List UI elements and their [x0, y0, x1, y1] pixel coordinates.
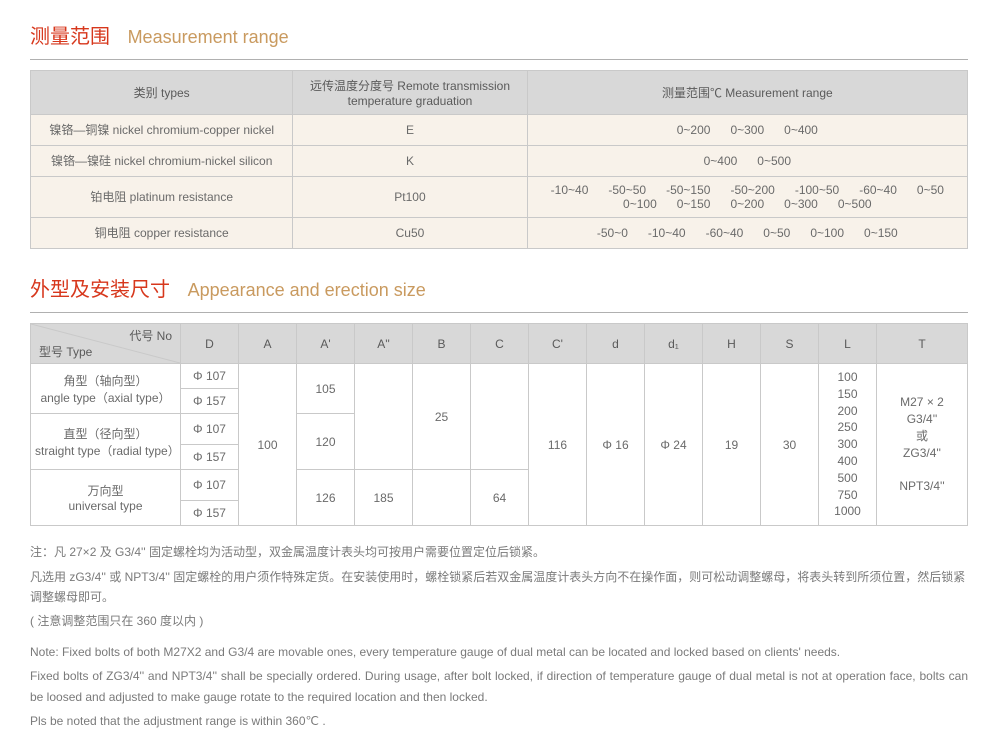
row-ranges-1: 0~4000~500 — [527, 146, 967, 177]
val-L: 100 150 200 250 300 400 500 750 1000 — [819, 364, 877, 526]
th-B: B — [413, 324, 471, 364]
th-L: L — [819, 324, 877, 364]
uni-C: 64 — [471, 470, 529, 526]
type-straight: 直型（径向型） straight type（radial type） — [31, 414, 181, 470]
row-ranges-0: 0~2000~3000~400 — [527, 115, 967, 146]
th-d: d — [587, 324, 645, 364]
th-C: C — [471, 324, 529, 364]
th-types: 类别 types — [31, 71, 293, 115]
note-cn1: 注：凡 27×2 及 G3/4'' 固定螺栓均为活动型，双金属温度计表头均可按用… — [30, 542, 968, 562]
val-Cp: 116 — [529, 364, 587, 526]
row-grad-1: K — [293, 146, 527, 177]
row-grad-3: Cu50 — [293, 218, 527, 249]
note-en1: Note: Fixed bolts of both M27X2 and G3/4… — [30, 642, 968, 662]
row-grad-2: Pt100 — [293, 177, 527, 218]
uni-B-blank — [413, 470, 471, 526]
uni-Adp: 185 — [355, 470, 413, 526]
note-cn2: 凡选用 zG3/4'' 或 NPT3/4'' 固定螺栓的用户须作特殊定货。在安装… — [30, 567, 968, 608]
th-Ap: A' — [297, 324, 355, 364]
th-T: T — [877, 324, 968, 364]
row-type-0: 镍铬—铜镍 nickel chromium-copper nickel — [31, 115, 293, 146]
divider-1 — [30, 59, 968, 60]
th-Adp: A'' — [355, 324, 413, 364]
section1-title-en: Measurement range — [128, 27, 289, 47]
section1-title-cn: 测量范围 — [30, 26, 110, 48]
row-ranges-3: -50~0-10~40-60~400~500~1000~150 — [527, 218, 967, 249]
row-type-1: 镍铬—镍硅 nickel chromium-nickel silicon — [31, 146, 293, 177]
angle-D2: Φ 157 — [181, 389, 239, 414]
th-diagonal: 代号 No 型号 Type — [31, 324, 181, 364]
row-type-2: 铂电阻 platinum resistance — [31, 177, 293, 218]
row-ranges-2: -10~40-50~50-50~150-50~200-100~50-60~400… — [527, 177, 967, 218]
section2-title-cn: 外型及安装尺寸 — [30, 279, 170, 301]
section2-title: 外型及安装尺寸 Appearance and erection size — [30, 273, 968, 302]
th-d1: d₁ — [645, 324, 703, 364]
row-type-3: 铜电阻 copper resistance — [31, 218, 293, 249]
section1-title: 测量范围 Measurement range — [30, 20, 968, 49]
section2-title-en: Appearance and erection size — [188, 280, 426, 300]
divider-2 — [30, 312, 968, 313]
dimension-table: 代号 No 型号 Type D A A' A'' B C C' d d₁ H S… — [30, 323, 968, 526]
th-H: H — [703, 324, 761, 364]
th-Cp: C' — [529, 324, 587, 364]
val-d1: Φ 24 — [645, 364, 703, 526]
uni-D2: Φ 157 — [181, 501, 239, 526]
val-C-blank — [471, 364, 529, 470]
notes-block: 注：凡 27×2 及 G3/4'' 固定螺栓均为活动型，双金属温度计表头均可按用… — [30, 542, 968, 731]
diag-no: 代号 No — [129, 327, 172, 344]
val-H: 19 — [703, 364, 761, 526]
angle-Ap: 105 — [297, 364, 355, 414]
straight-Ap: 120 — [297, 414, 355, 470]
note-cn3: ( 注意调整范围只在 360 度以内 ) — [30, 611, 968, 631]
uni-D1: Φ 107 — [181, 470, 239, 501]
note-en3: Pls be noted that the adjustment range i… — [30, 711, 968, 731]
th-graduation: 远传温度分度号 Remote transmission temperature … — [293, 71, 527, 115]
angle-D1: Φ 107 — [181, 364, 239, 389]
val-T: M27 × 2 G3/4'' 或 ZG3/4'' NPT3/4'' — [877, 364, 968, 526]
th-D: D — [181, 324, 239, 364]
measurement-range-table: 类别 types 远传温度分度号 Remote transmission tem… — [30, 70, 968, 249]
straight-D2: Φ 157 — [181, 445, 239, 470]
th-S: S — [761, 324, 819, 364]
straight-D1: Φ 107 — [181, 414, 239, 445]
val-B: 25 — [413, 364, 471, 470]
type-universal: 万向型 universal type — [31, 470, 181, 526]
val-d: Φ 16 — [587, 364, 645, 526]
uni-Ap: 126 — [297, 470, 355, 526]
val-S: 30 — [761, 364, 819, 526]
angle-Adp — [355, 364, 413, 470]
th-A: A — [239, 324, 297, 364]
diag-type: 型号 Type — [39, 343, 92, 360]
type-angle: 角型（轴向型） angle type（axial type） — [31, 364, 181, 414]
val-A: 100 — [239, 364, 297, 526]
row-grad-0: E — [293, 115, 527, 146]
th-range: 测量范围℃ Measurement range — [527, 71, 967, 115]
note-en2: Fixed bolts of ZG3/4'' and NPT3/4'' shal… — [30, 666, 968, 707]
